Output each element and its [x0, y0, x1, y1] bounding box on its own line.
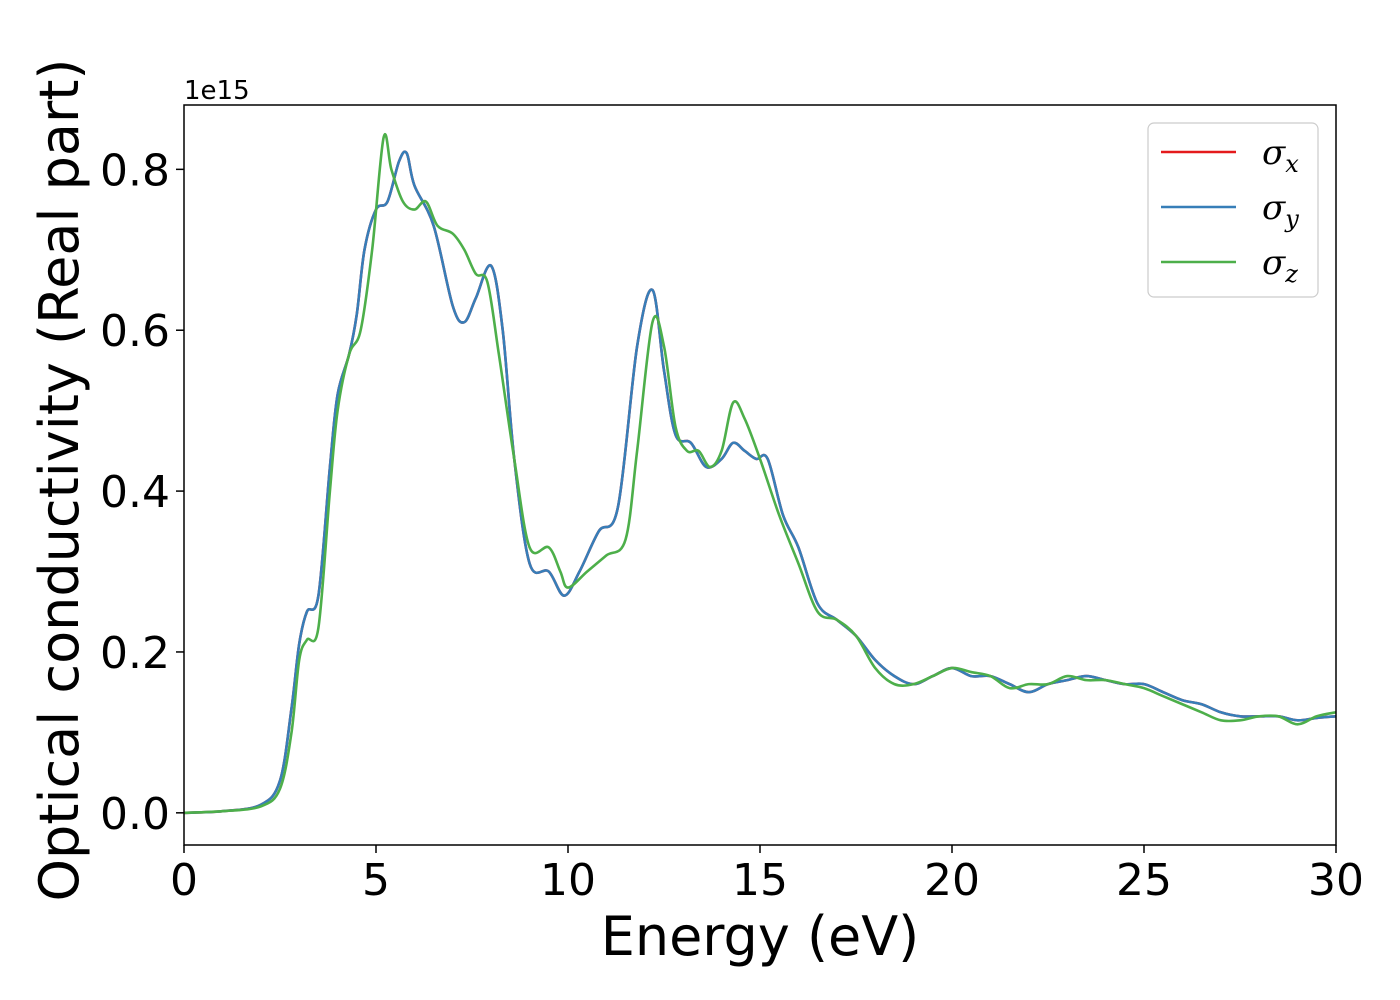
series-line-3: [184, 132, 1336, 815]
y-tick-label: 0.6: [100, 306, 170, 357]
x-tick-label: 25: [1116, 855, 1172, 906]
legend-label: σy: [1262, 188, 1299, 233]
y-tick-label: 0.4: [100, 467, 170, 518]
y-tick-label: 0.8: [100, 145, 170, 196]
y-axis-ticks: 0.0 0.2 0.4 0.6 0.8: [100, 145, 184, 840]
y-axis-title: Optical conductivity (Real part): [28, 59, 91, 902]
y-tick-label: 0.2: [100, 628, 170, 679]
x-tick-label: 30: [1308, 855, 1364, 906]
x-axis-title: Energy (eV): [601, 905, 920, 968]
x-tick-label: 10: [540, 855, 596, 906]
legend: σx σy σz: [1147, 122, 1319, 298]
legend-label: σz: [1262, 243, 1298, 288]
x-tick-label: 15: [732, 855, 788, 906]
y-offset-label: 1e15: [184, 76, 250, 106]
x-tick-label: 20: [924, 855, 980, 906]
x-tick-label: 0: [170, 855, 198, 906]
plot-lines: [184, 132, 1336, 815]
x-axis-ticks: 0 5 10 15 20 25 30: [170, 845, 1364, 906]
legend-label: σx: [1262, 133, 1299, 178]
x-tick-label: 5: [362, 855, 390, 906]
y-tick-label: 0.0: [100, 789, 170, 840]
legend-box: [1147, 122, 1319, 298]
